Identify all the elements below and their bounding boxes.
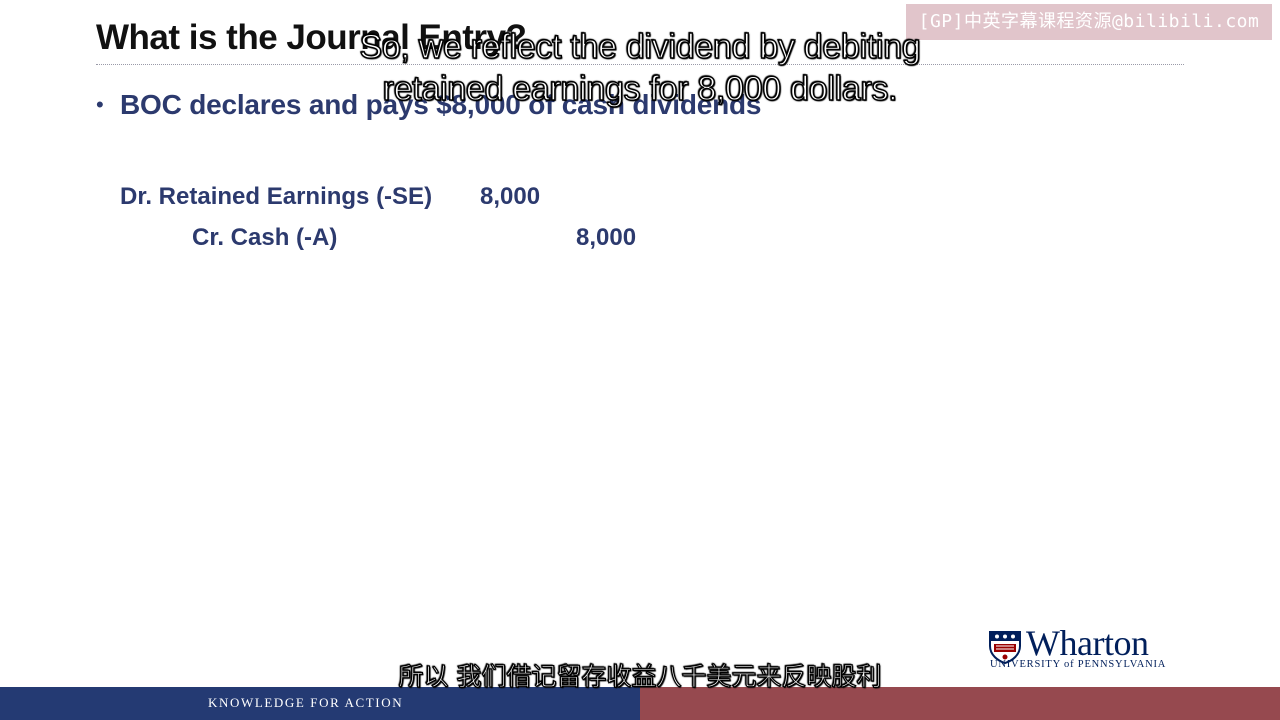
bullet-marker: •	[96, 92, 104, 117]
journal-debit-label: Dr. Retained Earnings (-SE)	[120, 183, 433, 210]
logo-university: UNIVERSITY of PENNSYLVANIA	[990, 659, 1167, 670]
penn-shield-icon	[989, 631, 1021, 664]
wharton-logo: Wharton UNIVERSITY of PENNSYLVANIA	[988, 623, 1198, 674]
journal-credit-amount: 8,000	[576, 224, 637, 251]
slide-title: What is the Journal Entry?	[96, 18, 527, 57]
chinese-subtitle: 所以 我们借记留存收益八千美元来反映股利	[398, 661, 882, 691]
bullet-item: • BOC declares and pays $8,000 of cash d…	[96, 89, 761, 121]
footer-bar-blue: KNOWLEDGE FOR ACTION	[0, 687, 640, 720]
footer-tagline: KNOWLEDGE FOR ACTION	[208, 695, 404, 710]
journal-debit-amount: 8,000	[480, 183, 541, 210]
bullet-text: BOC declares and pays $8,000 of cash div…	[120, 89, 762, 120]
english-subtitle: So, we reflect the dividend by debiting …	[359, 27, 922, 108]
logo-wordmark: Wharton	[1026, 623, 1149, 663]
title-divider	[96, 64, 1184, 65]
footer-bar-red	[640, 687, 1280, 720]
watermark: [GP]中英字幕课程资源@bilibili.com	[906, 4, 1272, 40]
journal-credit-label: Cr. Cash (-A)	[192, 224, 338, 251]
